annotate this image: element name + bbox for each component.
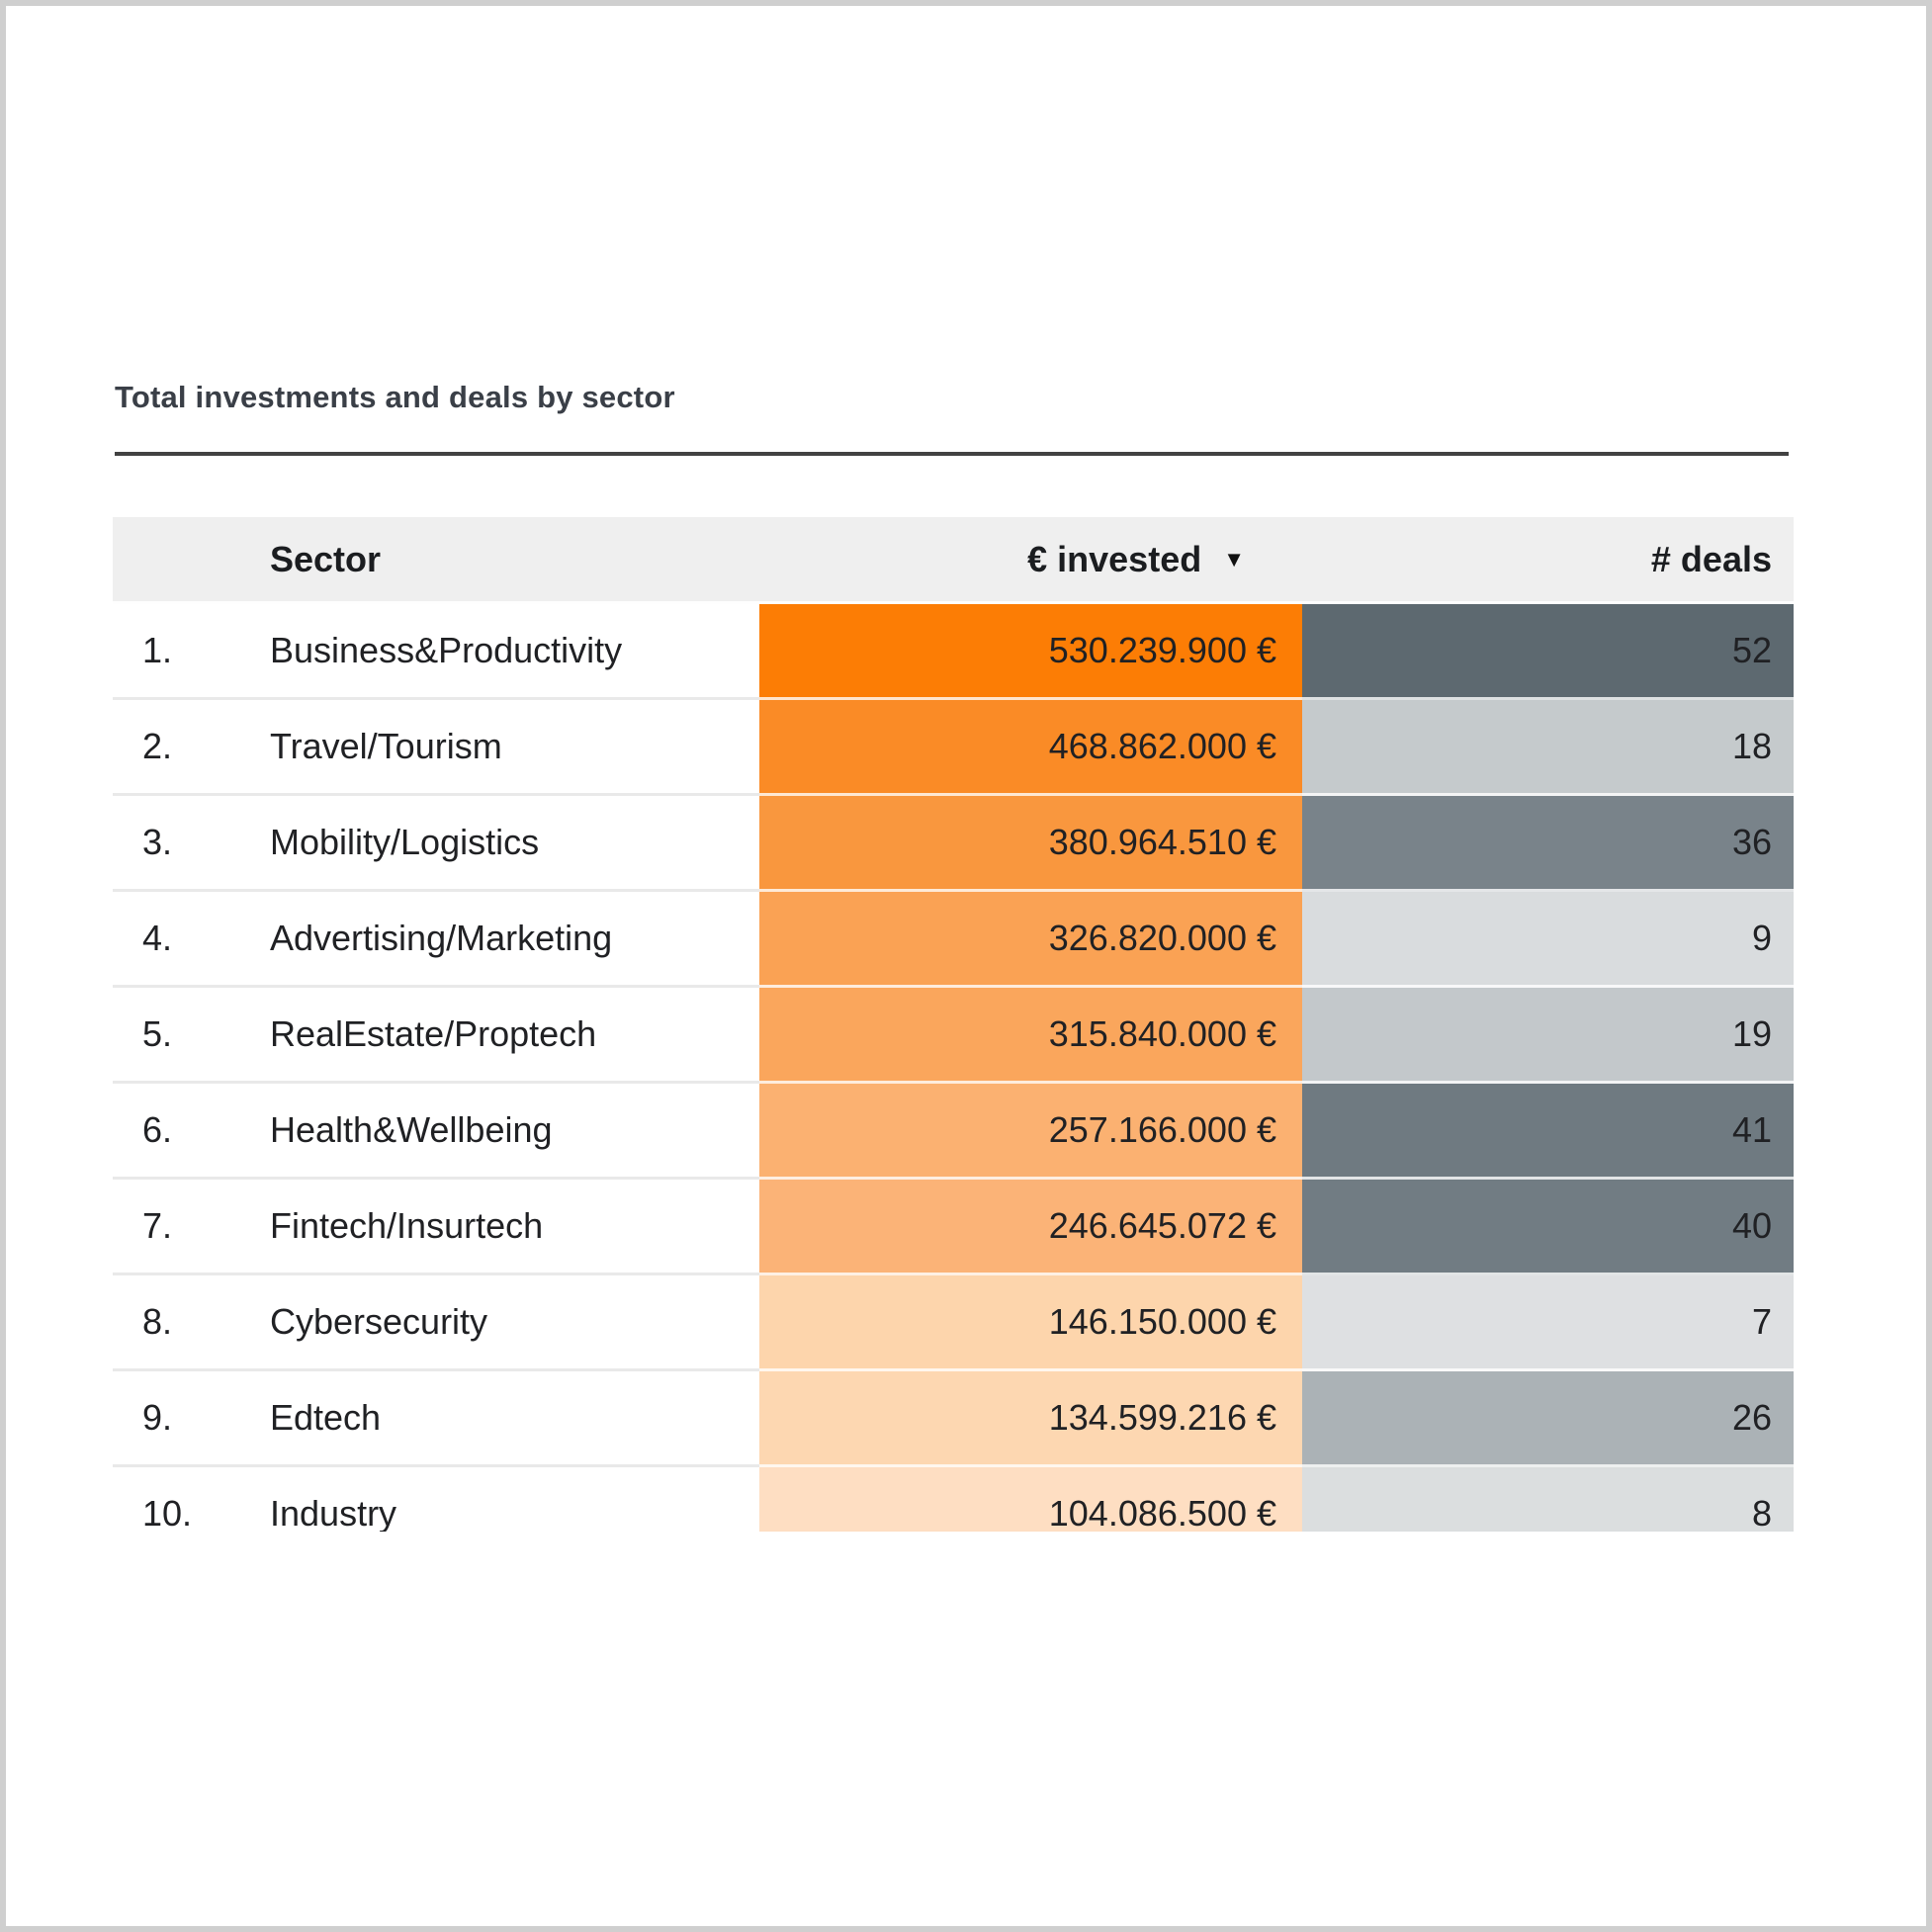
column-header-invested-label: € invested	[1027, 538, 1202, 579]
sector-cell: RealEstate/Proptech	[270, 988, 759, 1084]
column-header-rank	[113, 517, 270, 604]
invested-cell: 468.862.000 €	[759, 700, 1302, 796]
sector-cell: Mobility/Logistics	[270, 796, 759, 892]
rank-cell: 8.	[113, 1275, 270, 1371]
sector-cell: Edtech	[270, 1371, 759, 1467]
deals-cell: 9	[1302, 892, 1794, 988]
rank-cell: 3.	[113, 796, 270, 892]
table-row: 9. Edtech 134.599.216 € 26	[113, 1371, 1794, 1467]
invested-cell: 146.150.000 €	[759, 1275, 1302, 1371]
invested-cell: 326.820.000 €	[759, 892, 1302, 988]
deals-cell: 19	[1302, 988, 1794, 1084]
invested-cell: 380.964.510 €	[759, 796, 1302, 892]
table-row: 8. Cybersecurity 146.150.000 € 7	[113, 1275, 1794, 1371]
deals-cell: 18	[1302, 700, 1794, 796]
invested-cell: 134.599.216 €	[759, 1371, 1302, 1467]
table-header-row: Sector € invested ▼ # deals	[113, 517, 1794, 604]
sort-descending-icon: ▼	[1223, 546, 1245, 571]
sector-cell: Advertising/Marketing	[270, 892, 759, 988]
deals-cell: 26	[1302, 1371, 1794, 1467]
page-title: Total investments and deals by sector	[115, 380, 675, 414]
column-header-sector[interactable]: Sector	[270, 517, 759, 604]
table-row: 10. Industry 104.086.500 € 8	[113, 1467, 1794, 1532]
deals-cell: 36	[1302, 796, 1794, 892]
table-row: 1. Business&Productivity 530.239.900 € 5…	[113, 604, 1794, 700]
table-row: 5. RealEstate/Proptech 315.840.000 € 19	[113, 988, 1794, 1084]
deals-cell: 40	[1302, 1180, 1794, 1275]
deals-cell: 8	[1302, 1467, 1794, 1532]
invested-cell: 246.645.072 €	[759, 1180, 1302, 1275]
table-row: 4. Advertising/Marketing 326.820.000 € 9	[113, 892, 1794, 988]
table-row: 7. Fintech/Insurtech 246.645.072 € 40	[113, 1180, 1794, 1275]
column-header-deals[interactable]: # deals	[1302, 517, 1794, 604]
sector-cell: Fintech/Insurtech	[270, 1180, 759, 1275]
rank-cell: 6.	[113, 1084, 270, 1180]
deals-cell: 7	[1302, 1275, 1794, 1371]
rank-cell: 7.	[113, 1180, 270, 1275]
rank-cell: 4.	[113, 892, 270, 988]
sector-cell: Industry	[270, 1467, 759, 1532]
invested-cell: 315.840.000 €	[759, 988, 1302, 1084]
deals-cell: 52	[1302, 604, 1794, 700]
sector-investments-table: Sector € invested ▼ # deals 1. Business&…	[113, 517, 1794, 1532]
rank-cell: 10.	[113, 1467, 270, 1532]
table-row: 6. Health&Wellbeing 257.166.000 € 41	[113, 1084, 1794, 1180]
invested-cell: 530.239.900 €	[759, 604, 1302, 700]
invested-cell: 104.086.500 €	[759, 1467, 1302, 1532]
rank-cell: 2.	[113, 700, 270, 796]
rank-cell: 1.	[113, 604, 270, 700]
title-divider	[115, 452, 1789, 456]
table-row: 3. Mobility/Logistics 380.964.510 € 36	[113, 796, 1794, 892]
rank-cell: 9.	[113, 1371, 270, 1467]
sector-cell: Cybersecurity	[270, 1275, 759, 1371]
invested-cell: 257.166.000 €	[759, 1084, 1302, 1180]
deals-cell: 41	[1302, 1084, 1794, 1180]
sector-cell: Business&Productivity	[270, 604, 759, 700]
sector-cell: Health&Wellbeing	[270, 1084, 759, 1180]
sector-cell: Travel/Tourism	[270, 700, 759, 796]
column-header-invested[interactable]: € invested ▼	[759, 517, 1302, 604]
rank-cell: 5.	[113, 988, 270, 1084]
table-row: 2. Travel/Tourism 468.862.000 € 18	[113, 700, 1794, 796]
